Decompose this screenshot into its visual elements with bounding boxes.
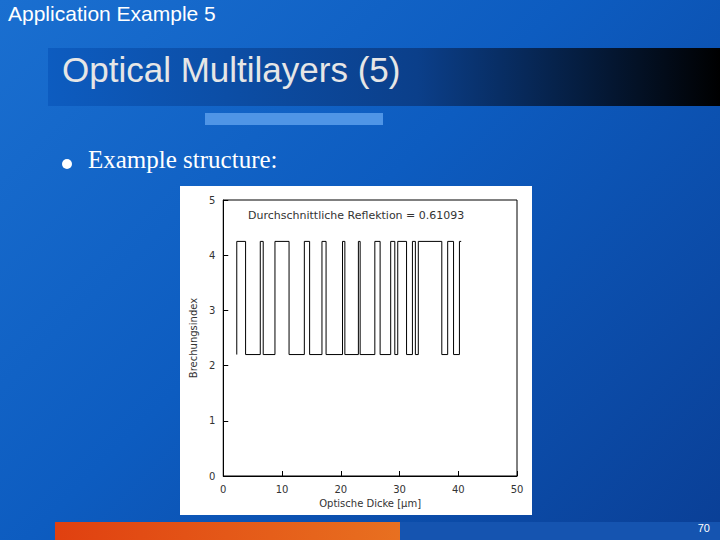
svg-text:Durchschnittliche Reflektion =: Durchschnittliche Reflektion = 0.61093	[248, 209, 464, 222]
svg-text:1: 1	[209, 415, 215, 426]
svg-text:0: 0	[209, 471, 215, 482]
svg-text:Optische Dicke [µm]: Optische Dicke [µm]	[319, 498, 421, 509]
html-text:70: 70	[697, 522, 710, 534]
svg-text:4: 4	[209, 250, 215, 261]
svg-text:50: 50	[511, 484, 524, 495]
svg-text:40: 40	[452, 484, 465, 495]
svg-text:10: 10	[276, 484, 289, 495]
svg-text:0: 0	[220, 484, 226, 495]
svg-text:2: 2	[209, 360, 215, 371]
svg-text:Brechungsindex: Brechungsindex	[188, 298, 199, 378]
svg-text:3: 3	[209, 305, 215, 316]
svg-text:5: 5	[209, 195, 215, 206]
svg-text:20: 20	[334, 484, 347, 495]
html-text:Optical Multilayers (5): Optical Multilayers (5)	[62, 50, 401, 89]
svg-text:30: 30	[393, 484, 406, 495]
html-text:Application Example 5: Application Example 5	[8, 2, 216, 25]
html-text:Example structure:: Example structure:	[88, 146, 278, 173]
